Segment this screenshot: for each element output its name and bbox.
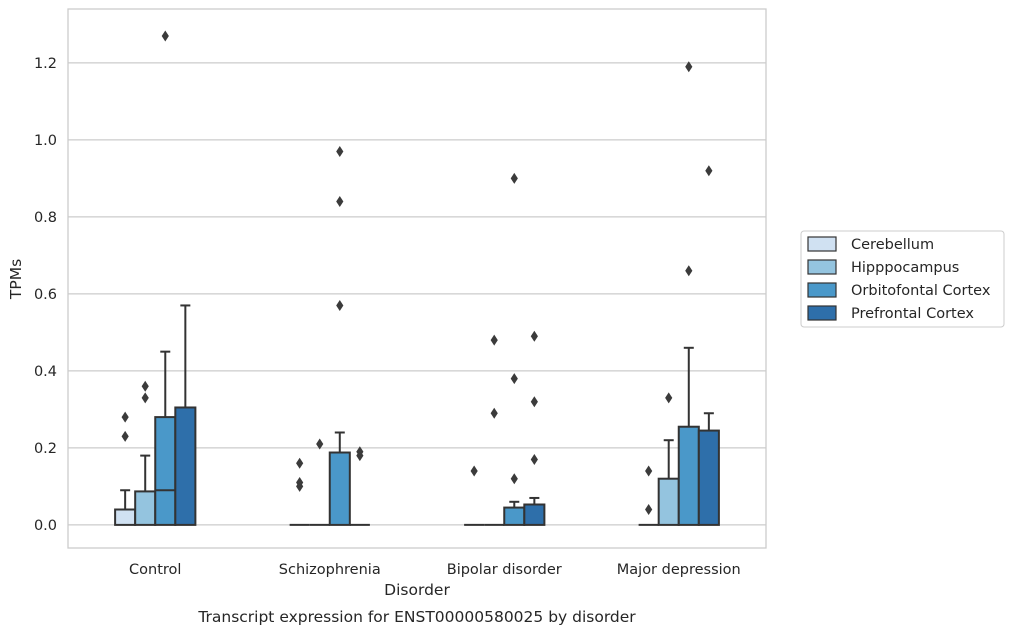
y-tick-labels: 0.0 0.2 0.4 0.6 0.8 1.0 1.2	[34, 56, 57, 534]
bar	[523, 503, 546, 526]
legend-label: Hipppocampus	[851, 260, 959, 276]
x-tick-label: Bipolar disorder	[447, 562, 562, 578]
outlier-point	[141, 380, 149, 392]
x-tick-labels: Control Schizophrenia Bipolar disorder Majo…	[129, 562, 741, 578]
outlier-point	[665, 392, 673, 404]
outlier-point	[141, 392, 149, 404]
outlier-point	[296, 457, 304, 469]
outlier-point	[530, 453, 538, 465]
bar	[657, 477, 680, 526]
outlier-point	[336, 145, 344, 157]
y-axis-label: TPMs	[7, 259, 25, 300]
legend-swatch	[807, 236, 837, 252]
y-tick-label: 1.0	[34, 133, 57, 149]
bar	[328, 451, 351, 526]
legend: Cerebellum Hipppocampus Orbitofontal Corte…	[800, 230, 1005, 328]
outlier-point	[530, 330, 538, 342]
x-tick-label: Major depression	[617, 562, 741, 578]
outlier-point	[490, 334, 498, 346]
legend-swatch	[807, 282, 837, 298]
legend-items: Cerebellum Hipppocampus Orbitofontal Corte…	[807, 236, 991, 322]
outlier-point	[530, 396, 538, 408]
outlier-point	[510, 373, 518, 385]
outlier-point	[490, 407, 498, 419]
bar	[134, 490, 157, 526]
outlier-point	[645, 504, 653, 515]
bars	[114, 304, 720, 526]
legend-label: Orbitofontal Cortex	[851, 283, 991, 299]
legend-swatch	[807, 305, 837, 321]
outlier-point	[470, 465, 478, 477]
y-tick-label: 0.8	[34, 210, 57, 226]
outlier-point	[336, 196, 344, 207]
x-tick-label: Control	[129, 562, 181, 578]
bar	[154, 416, 177, 526]
plot-frame	[67, 8, 767, 549]
outlier-point	[121, 430, 129, 442]
outlier-point	[705, 165, 713, 177]
bar	[114, 508, 137, 526]
bar	[174, 406, 197, 526]
x-axis-label: Disorder	[384, 581, 450, 599]
chart-caption: Transcript expression for ENST0000058002…	[197, 608, 636, 626]
outlier-point	[296, 477, 304, 489]
outlier-point	[336, 299, 344, 311]
outlier-point	[510, 172, 518, 184]
legend-label: Cerebellum	[851, 237, 934, 253]
y-tick-label: 0.4	[34, 364, 57, 380]
y-tick-label: 0.2	[34, 441, 57, 457]
x-tick-label: Schizophrenia	[279, 562, 381, 578]
outlier-point	[645, 465, 653, 477]
outlier-point	[121, 411, 129, 423]
bar	[677, 425, 700, 526]
bar	[697, 429, 720, 526]
y-tick-label: 1.2	[34, 56, 57, 72]
outlier-point	[685, 265, 693, 277]
y-tick-label: 0.0	[34, 518, 57, 534]
outliers	[121, 30, 713, 515]
outlier-point	[316, 438, 324, 450]
legend-label: Prefrontal Cortex	[851, 306, 974, 322]
outlier-point	[161, 30, 169, 42]
outlier-point	[356, 446, 364, 458]
legend-swatch	[807, 259, 837, 275]
outlier-point	[510, 473, 518, 485]
bar	[503, 506, 526, 526]
outlier-point	[685, 61, 693, 73]
legend-frame	[800, 230, 1005, 328]
y-tick-label: 0.6	[34, 287, 57, 303]
